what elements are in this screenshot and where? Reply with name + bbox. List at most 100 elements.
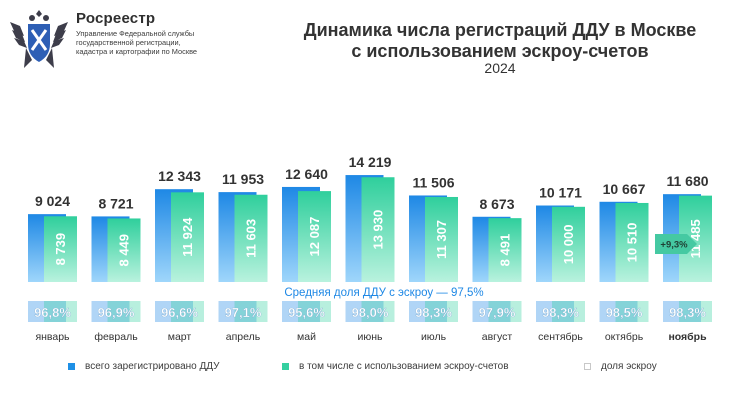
- legend-label-total: всего зарегистрировано ДДУ: [85, 361, 220, 372]
- chart-legend: всего зарегистрировано ДДУ в том числе с…: [0, 361, 750, 377]
- share-box-5: [343, 300, 397, 323]
- share-box-fill-escrow-4: [298, 301, 331, 322]
- category-label-5: июнь: [357, 331, 383, 343]
- share-value-label-8: 98,3%: [542, 305, 579, 320]
- category-label-10: ноябрь: [668, 331, 707, 343]
- share-box-7: [470, 300, 524, 323]
- share-box-fill-escrow-5: [361, 301, 395, 322]
- legend-swatch-share: [584, 363, 591, 370]
- total-value-label-4: 12 640: [285, 166, 328, 182]
- total-value-label-5: 14 219: [349, 154, 392, 170]
- escrow-value-label-4: 12 087: [307, 217, 322, 257]
- share-box-9: [597, 300, 651, 323]
- escrow-value-label-7: 8 491: [498, 234, 513, 267]
- category-label-8: сентябрь: [538, 331, 583, 343]
- share-box-fill-total-0: [28, 301, 66, 322]
- share-box-fill-total-3: [218, 301, 257, 322]
- bar-escrow-9: [615, 202, 649, 282]
- legend-item-escrow: в том числе с использованием эскроу-счет…: [282, 361, 509, 372]
- share-value-label-0: 96,8%: [34, 305, 71, 320]
- escrow-value-label-6: 11 307: [434, 220, 449, 259]
- bar-escrow-6: [425, 196, 458, 282]
- org-description-line: Управление Федеральной службы: [76, 29, 195, 38]
- share-box-fill-escrow-9: [615, 301, 649, 322]
- share-value-label-10: 98,3%: [669, 305, 706, 320]
- share-box-fill-total-4: [282, 301, 320, 322]
- escrow-value-label-2: 11 924: [180, 217, 195, 257]
- bar-escrow-1: [107, 218, 141, 282]
- bar-escrow-7: [488, 218, 522, 282]
- category-label-3: апрель: [226, 331, 261, 343]
- bar-escrow-5: [361, 177, 395, 282]
- legend-label-escrow: в том числе с использованием эскроу-счет…: [299, 361, 509, 372]
- share-box-6: [407, 300, 460, 323]
- category-label-4: май: [297, 331, 316, 343]
- growth-badge-arrow-icon: [655, 234, 697, 254]
- share-box-fill-total-9: [599, 301, 638, 322]
- share-box-fill-escrow-7: [488, 301, 522, 322]
- total-value-label-9: 10 667: [603, 181, 646, 197]
- share-box-0: [26, 300, 79, 323]
- share-box-fill-total-7: [472, 301, 511, 322]
- share-box-fill-total-10: [663, 301, 701, 322]
- total-value-label-7: 8 673: [479, 196, 514, 212]
- legend-label-share: доля эскроу: [601, 361, 657, 372]
- category-label-2: март: [168, 331, 192, 343]
- chart-subtitle: 2024: [484, 60, 516, 76]
- share-value-label-6: 98,3%: [415, 305, 452, 320]
- total-value-label-0: 9 024: [35, 193, 70, 209]
- org-name: Росреестр: [76, 10, 156, 27]
- chart-title-line-2: с использованием эскроу-счетов: [351, 41, 649, 61]
- escrow-value-label-0: 8 739: [53, 233, 68, 266]
- share-value-label-2: 96,6%: [161, 305, 198, 320]
- share-box-4: [280, 300, 333, 323]
- bar-escrow-3: [234, 194, 268, 282]
- share-box-fill-total-6: [409, 301, 447, 322]
- category-label-9: октябрь: [605, 331, 644, 343]
- double-headed-eagle-emblem-icon: [10, 10, 68, 68]
- escrow-value-label-3: 11 603: [244, 219, 259, 258]
- total-value-label-1: 8 721: [98, 195, 133, 211]
- average-share-annotation: Средняя доля ДДУ с эскроу — 97,5%: [284, 287, 483, 299]
- share-box-fill-escrow-3: [234, 301, 268, 322]
- share-box-fill-total-2: [155, 301, 193, 322]
- total-value-label-3: 11 953: [222, 171, 264, 187]
- share-box-fill-escrow-2: [171, 301, 204, 322]
- share-box-8: [534, 300, 587, 323]
- escrow-value-label-9: 10 510: [625, 223, 640, 263]
- legend-item-share: доля эскроу: [584, 361, 657, 372]
- share-box-fill-total-8: [536, 301, 574, 322]
- share-value-label-5: 98,0%: [352, 305, 389, 320]
- bar-chart: 9 024 8 739 96,8% январь 8 721 8 449 96,9% февр…: [26, 154, 714, 343]
- total-value-label-8: 10 171: [539, 185, 582, 201]
- category-label-1: февраль: [94, 331, 138, 343]
- share-box-1: [89, 300, 143, 323]
- share-value-label-9: 98,5%: [606, 305, 643, 320]
- category-label-0: январь: [35, 331, 70, 343]
- total-value-label-10: 11 680: [666, 173, 708, 189]
- share-box-fill-escrow-10: [679, 301, 712, 322]
- bar-escrow-0: [44, 216, 77, 282]
- bar-escrow-4: [298, 191, 331, 282]
- bar-escrow-2: [171, 192, 204, 282]
- share-value-label-3: 97,1%: [225, 305, 262, 320]
- total-value-label-2: 12 343: [158, 168, 201, 184]
- category-label-7: август: [482, 331, 513, 343]
- legend-swatch-total: [68, 363, 75, 370]
- escrow-value-label-8: 10 000: [561, 225, 576, 265]
- legend-item-total: всего зарегистрировано ДДУ: [68, 361, 220, 372]
- share-box-3: [216, 300, 270, 323]
- org-description-line: государственной регистрации,: [76, 38, 181, 47]
- escrow-value-label-1: 8 449: [117, 234, 132, 267]
- escrow-value-label-5: 13 930: [371, 210, 386, 250]
- bar-escrow-8: [552, 206, 585, 282]
- share-box-fill-escrow-8: [552, 301, 585, 322]
- category-label-6: июль: [421, 331, 447, 343]
- org-description-line: кадастра и картографии по Москве: [76, 47, 198, 56]
- legend-swatch-escrow: [282, 363, 289, 370]
- share-box-fill-total-5: [345, 301, 384, 322]
- share-box-10: [661, 300, 714, 323]
- share-box-fill-escrow-0: [44, 301, 77, 322]
- growth-badge-label: +9,3%: [660, 240, 688, 251]
- share-value-label-4: 95,6%: [288, 305, 325, 320]
